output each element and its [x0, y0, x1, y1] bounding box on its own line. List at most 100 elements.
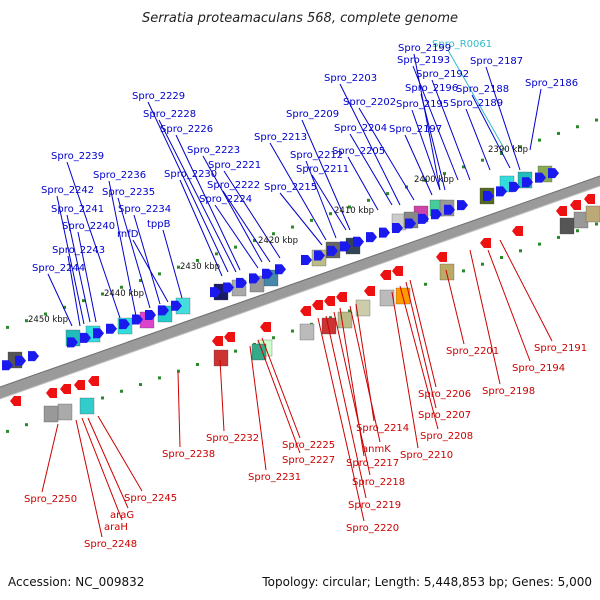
reverse-gene-block: [43, 405, 59, 423]
leader-line: [56, 195, 85, 325]
ruler-dot: [196, 363, 199, 367]
reverse-gene-block: [355, 299, 371, 317]
forward-gene-label: rnfD: [117, 229, 139, 240]
ruler-dot: [595, 222, 598, 226]
leader-line: [339, 83, 401, 206]
leader-line: [202, 155, 263, 263]
leader-line: [447, 49, 506, 151]
forward-gene-label: Spro_2221: [208, 160, 261, 171]
reverse-gene-block: [213, 349, 229, 367]
ruler-dot: [348, 309, 351, 313]
forward-gene-arrow: [132, 314, 143, 325]
reverse-gene-arrow: [74, 380, 85, 390]
forward-gene-label: Spro_2215: [264, 182, 317, 193]
tick-label: 2430 kbp: [180, 262, 220, 272]
reverse-gene-label: Spro_2194: [512, 363, 565, 374]
forward-gene-label: Spro_2224: [199, 194, 252, 205]
gene-labels: Spro_2186Spro_2187Spro_R0061Spro_2188Spr…: [24, 39, 587, 550]
forward-gene-arrow: [444, 204, 455, 215]
forward-gene-arrow: [522, 177, 533, 188]
ruler-dot: [329, 316, 332, 320]
accession-text: Accession: NC_009832: [8, 575, 144, 589]
leader-line: [487, 249, 531, 362]
leader-line: [87, 417, 129, 509]
reverse-gene-label: Spro_2232: [206, 433, 259, 444]
forward-gene-arrow: [418, 213, 429, 224]
ruler-dot: [6, 325, 9, 329]
forward-gene-label: Spro_2205: [332, 146, 385, 157]
label-leader-lines: [41, 49, 553, 538]
leader-line: [223, 170, 281, 259]
forward-gene-arrow: [236, 277, 247, 288]
forward-gene-label: Spro_2192: [416, 69, 469, 80]
leader-line: [411, 109, 441, 191]
leader-line: [409, 279, 437, 388]
ruler-dot: [519, 249, 522, 253]
reverse-gene-label: Spro_2225: [282, 440, 335, 451]
reverse-gene-label: Spro_2250: [24, 494, 77, 505]
kbp-tick-labels: 2390 kbp 2400 kbp 2410 kbp 2420 kbp 2430 kbp…: [28, 145, 528, 325]
forward-gene-arrow: [223, 282, 234, 293]
reverse-gene-arrow: [570, 200, 581, 210]
forward-gene-arrow: [340, 241, 351, 252]
leader-line: [249, 345, 267, 471]
ruler-dot: [177, 369, 180, 373]
reverse-gene-block: [379, 289, 395, 307]
forward-gene-label: Spro_R0061: [432, 39, 492, 50]
forward-gene-arrow: [431, 209, 442, 220]
leader-line: [177, 371, 181, 448]
leader-line: [257, 339, 301, 454]
ruler-dot: [272, 232, 275, 236]
ruler-dot: [291, 329, 294, 333]
ruler-dot: [25, 423, 28, 427]
forward-gene-label: Spro_2187: [470, 56, 523, 67]
ruler-dot: [576, 125, 579, 129]
forward-gene-label: Spro_2241: [51, 204, 104, 215]
reverse-gene-block: [299, 323, 315, 341]
reverse-gene-block: [79, 397, 95, 415]
ruler-dot: [196, 259, 199, 263]
leader-line: [67, 255, 81, 327]
ruler-dot: [310, 218, 313, 222]
reverse-gene-label: Spro_2248: [84, 539, 137, 550]
forward-gene-label: Spro_2244: [32, 263, 85, 274]
forward-gene-arrow: [379, 227, 390, 238]
forward-gene-arrow: [496, 186, 507, 197]
reverse-gene-label: Spro_2227: [282, 455, 335, 466]
leader-line: [405, 281, 437, 409]
leader-line: [465, 108, 491, 171]
forward-gene-label: Spro_2230: [164, 169, 217, 180]
forward-gene-label: Spro_2189: [450, 98, 503, 109]
ruler-dot: [215, 252, 218, 256]
reverse-gene-label: Spro_2214: [356, 423, 409, 434]
leader-line: [179, 179, 223, 277]
ruler-dot: [519, 145, 522, 149]
ruler-dot: [44, 312, 47, 316]
forward-gene-label: Spro_2243: [52, 245, 105, 256]
leader-line: [399, 285, 439, 430]
leader-line: [77, 231, 97, 323]
forward-gene-arrow: [93, 328, 104, 339]
ruler-dot: [348, 205, 351, 209]
reverse-gene-arrow: [312, 300, 323, 310]
leader-line: [66, 214, 91, 323]
forward-gene-arrow: [535, 172, 546, 183]
leader-line: [412, 65, 459, 181]
forward-gene-label: Spro_2188: [456, 84, 509, 95]
forward-gene-arrow: [119, 319, 130, 330]
leader-line: [269, 142, 327, 241]
tick-label: 2440 kbp: [104, 289, 144, 299]
reverse-gene-arrow: [364, 286, 375, 296]
leader-line: [471, 94, 511, 169]
ruler-dot: [177, 265, 180, 269]
reverse-gene-arrow: [212, 336, 223, 346]
forward-gene-label: Spro_2239: [51, 151, 104, 162]
forward-gene-arrow: [314, 250, 325, 261]
leader-line: [413, 53, 441, 191]
leader-line: [445, 269, 465, 345]
reverse-gene-arrow: [260, 322, 271, 332]
forward-gene-arrow: [353, 236, 364, 247]
tick-label: 2420 kbp: [258, 236, 298, 246]
forward-gene-arrow: [158, 305, 169, 316]
ruler-dot: [158, 272, 161, 276]
